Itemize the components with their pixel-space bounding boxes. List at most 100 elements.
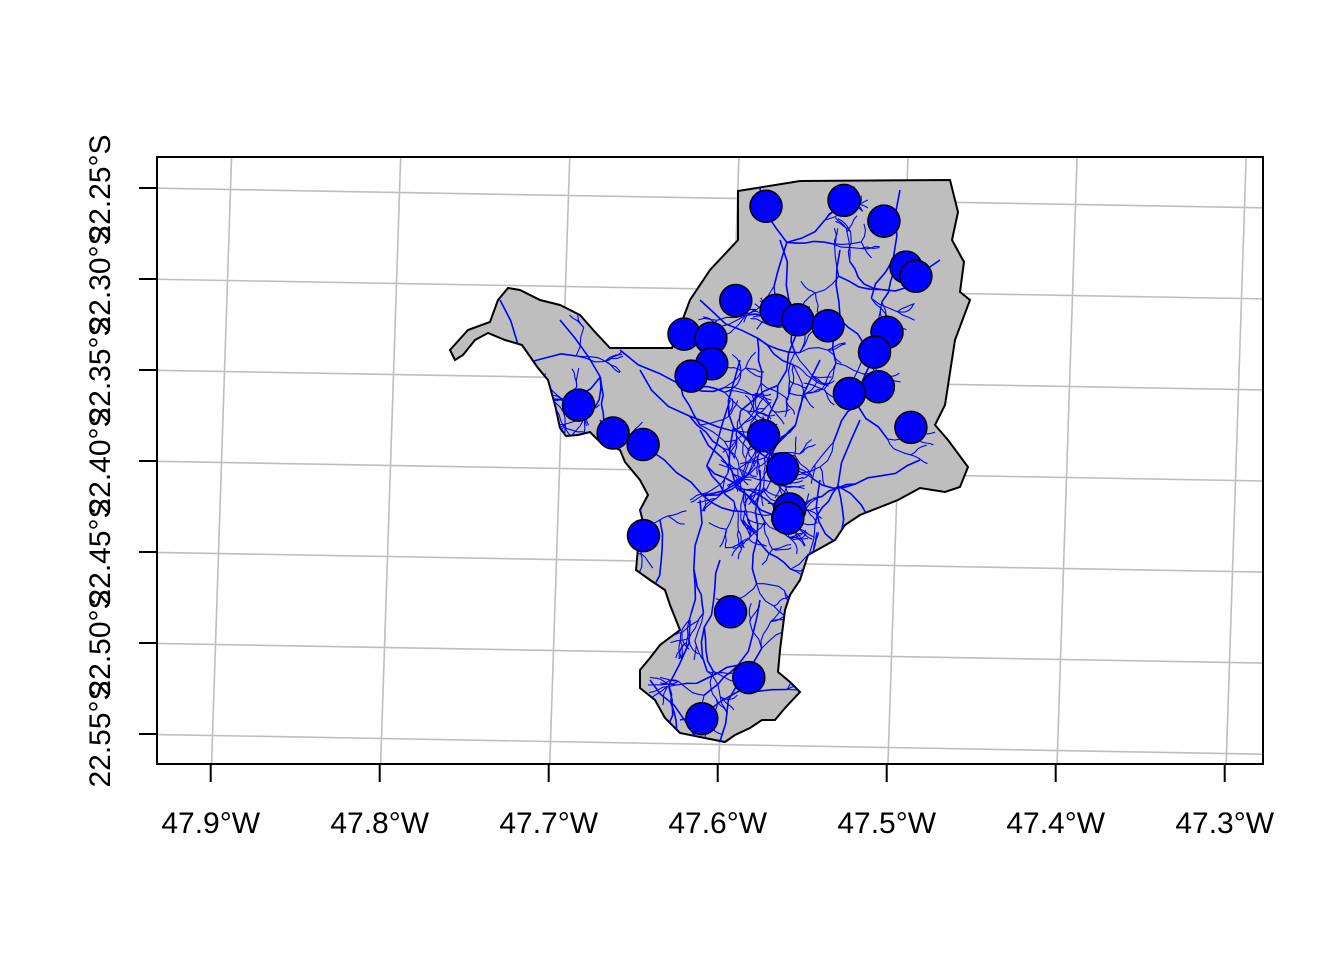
river-segment [737,457,765,470]
sample-point [674,359,708,393]
river-segment [656,786,661,804]
sample-point [732,660,766,695]
river-segment [748,538,767,547]
river-segment [579,591,609,595]
river-segment [763,521,773,550]
river-segment [746,488,767,492]
river-segment [810,464,816,484]
river-segment [690,568,697,614]
river-segment [719,696,735,711]
river-segment [699,299,758,339]
river-segment [837,586,858,610]
river-segment [785,485,805,488]
river-segment [816,686,836,691]
river-segment [812,531,818,552]
river-segment [551,399,566,425]
river-segment [597,632,600,652]
river-segment [559,319,601,378]
x-tick-label: 47.3°W [1175,807,1274,840]
river-segment [784,612,790,632]
river-segment [724,434,743,442]
river-segment [801,292,816,307]
river-segment [732,538,750,549]
river-segment [793,530,805,547]
river-segment [699,424,725,442]
sample-point [626,427,660,462]
river-segment [839,614,855,626]
river-segment [653,786,662,803]
river-segment [549,440,569,447]
river-segment [674,756,689,768]
river-segment [703,627,714,672]
river-segment [727,398,734,417]
river-segment [742,452,757,480]
river-segment [733,501,739,531]
river-segment [649,676,668,685]
sample-point [894,410,928,445]
river-segment [651,686,668,699]
river-segment [801,466,821,474]
river-segment [516,396,535,405]
river-segment [794,455,814,479]
river-segment [724,390,754,396]
river-segment [735,433,749,450]
river-segment [619,349,681,386]
river-segment [867,571,872,602]
river-segment [868,517,898,526]
river-segment [569,611,588,619]
river-segment [760,621,772,649]
river-segment [843,559,846,579]
river-segment [660,680,679,685]
river-segment [897,302,915,313]
x-tick-label: 47.7°W [499,807,598,840]
river-segment [756,396,765,415]
river-segment [725,540,744,549]
river-segment [832,586,839,615]
river-segment [674,759,684,775]
river-segment [878,545,895,559]
river-segment [702,476,745,497]
sample-point [719,283,753,318]
river-segment [564,427,584,433]
river-segment [837,419,861,487]
river-segment [661,800,680,803]
river-segment [714,783,729,795]
river-segment [742,450,749,480]
river-segment [743,450,757,478]
river-segment [575,327,585,357]
river-segment [837,586,852,613]
river-segment [602,549,617,564]
river-segment [788,537,798,555]
river-segment [805,388,825,395]
x-tick-label: 47.6°W [668,807,767,840]
river-segment [649,449,704,496]
river-segment [742,439,746,458]
river-segment [707,788,724,797]
river-segment [587,591,609,613]
river-segment [712,775,740,783]
river-segment [639,553,643,572]
river-segment [856,608,875,618]
river-segment [793,530,806,546]
river-segment [748,487,757,506]
river-segment [698,317,718,321]
river-segment [811,587,832,611]
river-segment [706,671,721,697]
river-segment [747,518,766,525]
river-segment [847,232,852,262]
parallel-line [157,187,1263,209]
river-segment [591,632,599,651]
river-segment [560,590,580,596]
river-segment [773,242,788,287]
river-segment [674,759,684,775]
river-segment [832,614,843,632]
river-segment [758,770,777,773]
y-axis: 22.25°S22.30°S22.35°S22.40°S22.45°S22.50… [84,134,157,788]
river-segment [766,424,797,461]
river-segment [897,507,910,524]
river-segment [815,688,832,701]
river-segment [772,481,791,488]
river-segment [853,606,868,619]
river-segment [794,359,821,426]
x-tick-label: 47.9°W [161,807,260,840]
